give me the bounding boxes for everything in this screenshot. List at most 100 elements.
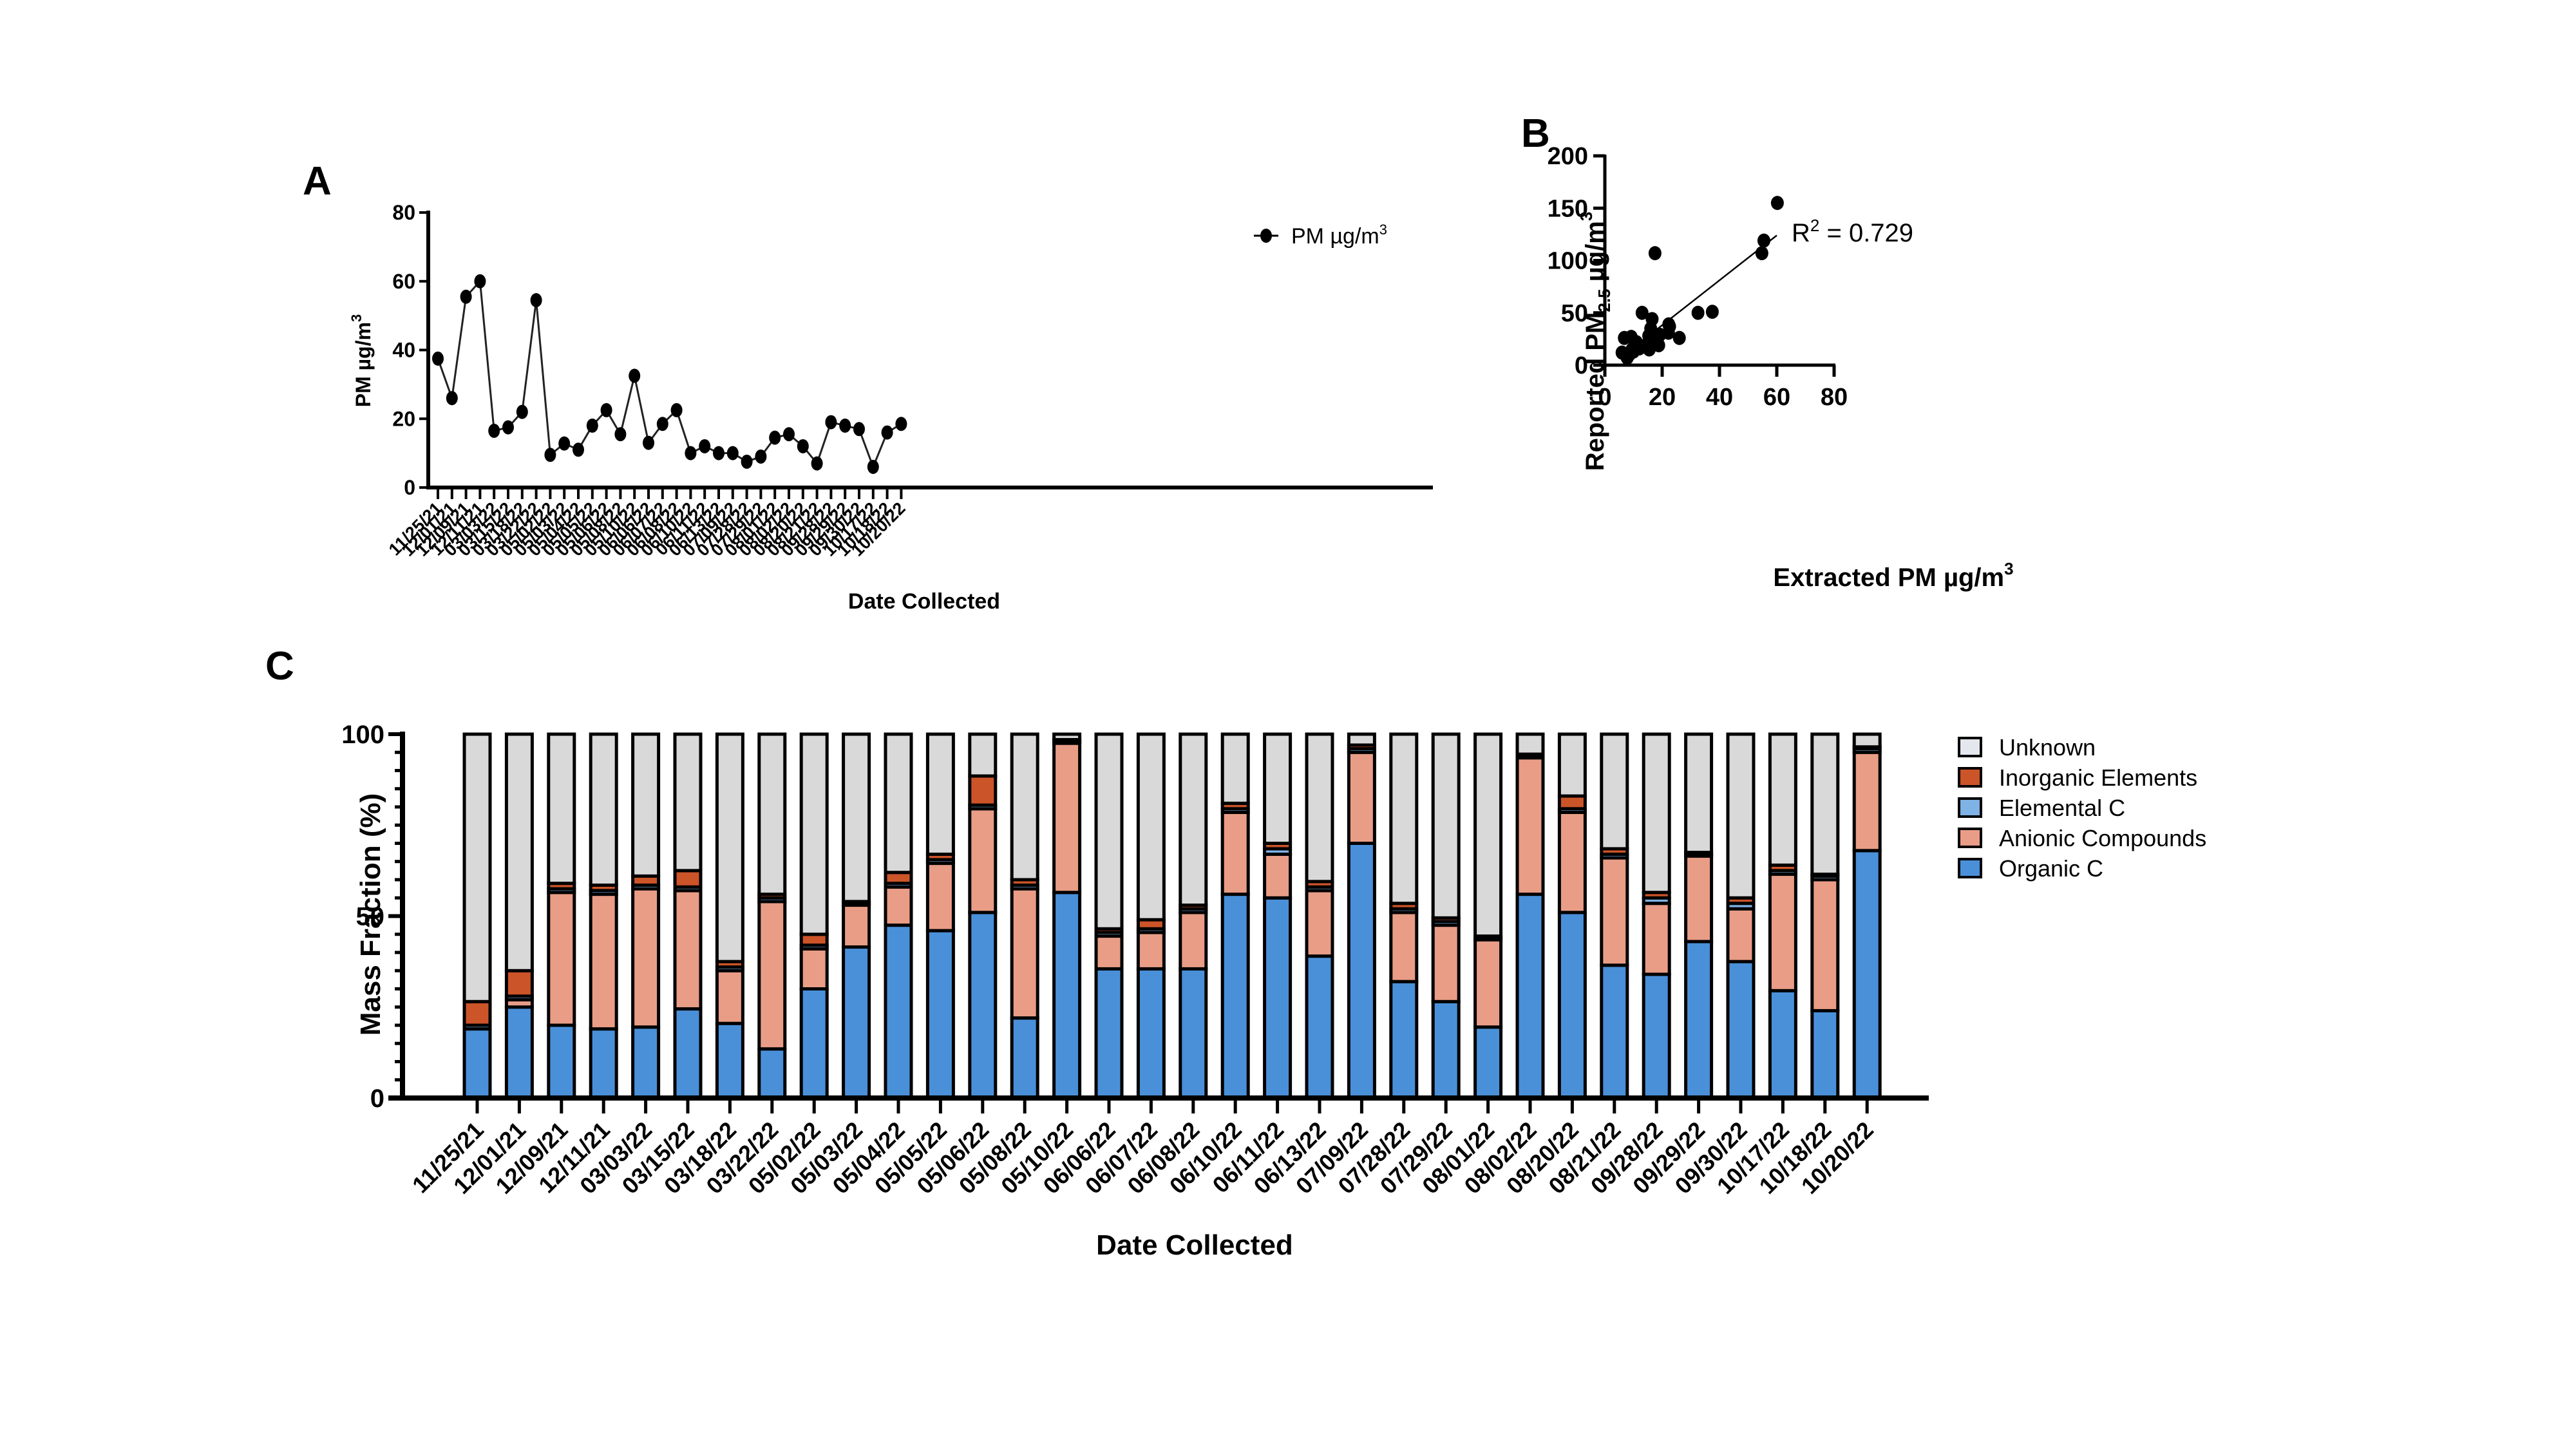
panel-c-bar-segment-unknown (547, 732, 576, 886)
panel-c-bar-segment-unknown (1263, 732, 1293, 845)
panel-c-bar-segment-anionic-compounds (1179, 911, 1208, 971)
panel-a-data-point (699, 439, 711, 453)
panel-label-c: C (265, 644, 294, 688)
panel-b-x-tick-label: 60 (1763, 384, 1790, 411)
panel-b-data-point (1705, 305, 1719, 319)
panel-c-bar-segment-anionic-compounds (968, 807, 998, 914)
panel-c-bar-segment-unknown (1557, 732, 1587, 798)
panel-c-bar-segment-organic-c (589, 1027, 618, 1100)
panel-a-y-tick-labels: 0 20 40 60 80 (392, 201, 415, 499)
panel-c-bar-segment-organic-c (1726, 960, 1756, 1100)
panel-b-x-axis-title: Extracted PM µg/m3 (1773, 559, 2013, 592)
panel-a-legend-text: PM µg/m (1291, 224, 1379, 249)
panel-c-stacked-bar (715, 732, 744, 1100)
panel-c-bar-segment-unknown (715, 732, 744, 963)
panel-c-bar-segment-inorganic-elements (504, 969, 534, 998)
panel-c-bar-segment-organic-c (1473, 1025, 1503, 1100)
panel-c-bar-segment-organic-c (504, 1005, 534, 1100)
panel-c-bar-segment-unknown (1010, 732, 1039, 882)
panel-c-bar-segment-anionic-compounds (1305, 889, 1334, 958)
panel-c-bar-segment-organic-c (1389, 980, 1419, 1100)
panel-b-data-point (1757, 233, 1770, 248)
panel-c-bar-segment-unknown (462, 732, 492, 1003)
panel-label-a: A (303, 159, 332, 204)
panel-a-data-point (614, 427, 627, 442)
panel-c-bar-segment-anionic-compounds (547, 891, 576, 1027)
panel-b-points (1615, 196, 1784, 365)
panel-b-data-point (1635, 305, 1649, 320)
panel-c-stacked-bar (1852, 732, 1882, 1100)
panel-c-stacked-bar (1557, 732, 1587, 1100)
panel-b-regression-line (1638, 234, 1777, 344)
panel-a-data-point (769, 430, 781, 445)
panel-a-data-point (713, 446, 724, 460)
panel-c-bar-segment-anionic-compounds (1431, 923, 1461, 1003)
panel-c-bar-segment-inorganic-elements (799, 933, 829, 947)
panel-c-bar-segment-unknown (884, 732, 913, 875)
panel-c-bar-segment-unknown (1515, 732, 1545, 756)
panel-a-data-point (741, 454, 753, 469)
panel-c-x-axis-title: Date Collected (1096, 1229, 1293, 1261)
panel-c-bar-segment-unknown (631, 732, 661, 878)
panel-c-stacked-bar (968, 732, 998, 1100)
panel-a-y-axis-title-text: PM µg/m (352, 322, 375, 407)
panel-a-data-point (432, 351, 444, 366)
panel-c-stacked-bar (884, 732, 913, 1100)
panel-c-stacked-bar (462, 732, 492, 1100)
panel-c-bar-segment-anionic-compounds (1557, 810, 1587, 914)
panel-a-y-tick-label: 80 (392, 201, 415, 224)
panel-b-y-axis-title-sub: 2.5 (1595, 289, 1614, 312)
panel-c-stacked-bar (1431, 732, 1461, 1100)
panel-a-data-point (502, 420, 514, 435)
panel-a-axes (419, 211, 1433, 499)
panel-a-data-point (530, 293, 542, 308)
panel-c-stacked-bar (1010, 732, 1039, 1100)
panel-c-bar-segment-anionic-compounds (715, 969, 744, 1025)
panel-b-x-tick-label: 80 (1821, 384, 1848, 411)
panel-c-legend-label: Inorganic Elements (1999, 764, 2197, 791)
panel-a-data-point (656, 417, 668, 431)
panel-c-bar-segment-anionic-compounds (757, 900, 787, 1051)
panel-b-data-point (1691, 305, 1705, 320)
panel-c-stacked-bar (1515, 732, 1545, 1100)
panel-c-stacked-bar (1094, 732, 1124, 1100)
panel-c-bar-segment-organic-c (1010, 1016, 1039, 1100)
panel-a-data-point (586, 418, 598, 433)
panel-c-stacked-bar (842, 732, 871, 1100)
r-squared-sup: 2 (1810, 216, 1819, 235)
panel-c-bar-segment-organic-c (1431, 999, 1461, 1100)
panel-b-x-tick-label: 20 (1649, 384, 1676, 411)
panel-c-bar-segment-organic-c (673, 1007, 703, 1100)
panel-c-legend-item: Inorganic Elements (1958, 764, 2197, 791)
panel-b-x-axis-title-text: Extracted PM µg/m (1773, 564, 2004, 592)
panel-c-bar-segment-organic-c (1852, 849, 1882, 1100)
panel-c-x-tick-labels: 11/25/2112/01/2112/09/2112/11/2103/03/22… (407, 1117, 1879, 1199)
panel-c-bar-segment-anionic-compounds (1263, 852, 1293, 900)
panel-b-y-tick-label: 150 (1548, 195, 1588, 222)
panel-a-y-tick-label: 20 (392, 407, 415, 430)
panel-c-stacked-bar (1052, 732, 1082, 1100)
panel-c-stacked-bar (1347, 732, 1376, 1100)
panel-c-bar-segment-organic-c (1600, 963, 1629, 1100)
panel-c-legend-item: Elemental C (1958, 795, 2125, 821)
panel-c-bar-segment-anionic-compounds (1010, 887, 1039, 1020)
panel-a-data-point (881, 425, 893, 440)
panel-c-bar-segment-inorganic-elements (673, 869, 703, 889)
panel-c-bar-segment-organic-c (1052, 891, 1082, 1100)
panel-a-y-axis-title-sup: 3 (348, 314, 365, 322)
panel-c-legend: Unknown Inorganic Elements Elemental C Anio… (1958, 734, 2206, 882)
panel-c-bar-segment-unknown (1810, 732, 1840, 876)
panel-c-bar-segment-organic-c (757, 1047, 787, 1100)
panel-c-bar-segment-unknown (1642, 732, 1671, 895)
panel-c-stacked-bar (1389, 732, 1419, 1100)
panel-c-bar-segment-anionic-compounds (1094, 934, 1124, 971)
panel-a-data-point (811, 456, 823, 471)
panel-c-stacked-bar (589, 732, 618, 1100)
panel-a-y-tick-label: 60 (392, 270, 415, 293)
panel-c-bar-segment-anionic-compounds (1347, 750, 1376, 845)
panel-c-legend-label: Anionic Compounds (1999, 825, 2206, 851)
panel-c-bar-segment-anionic-compounds (1515, 756, 1545, 896)
panel-a-line-chart: 11/25/2112/01/2112/09/2112/11/2103/03/22… (348, 201, 1433, 614)
panel-c-y-axis-title: Mass Fraction (%) (355, 793, 386, 1036)
